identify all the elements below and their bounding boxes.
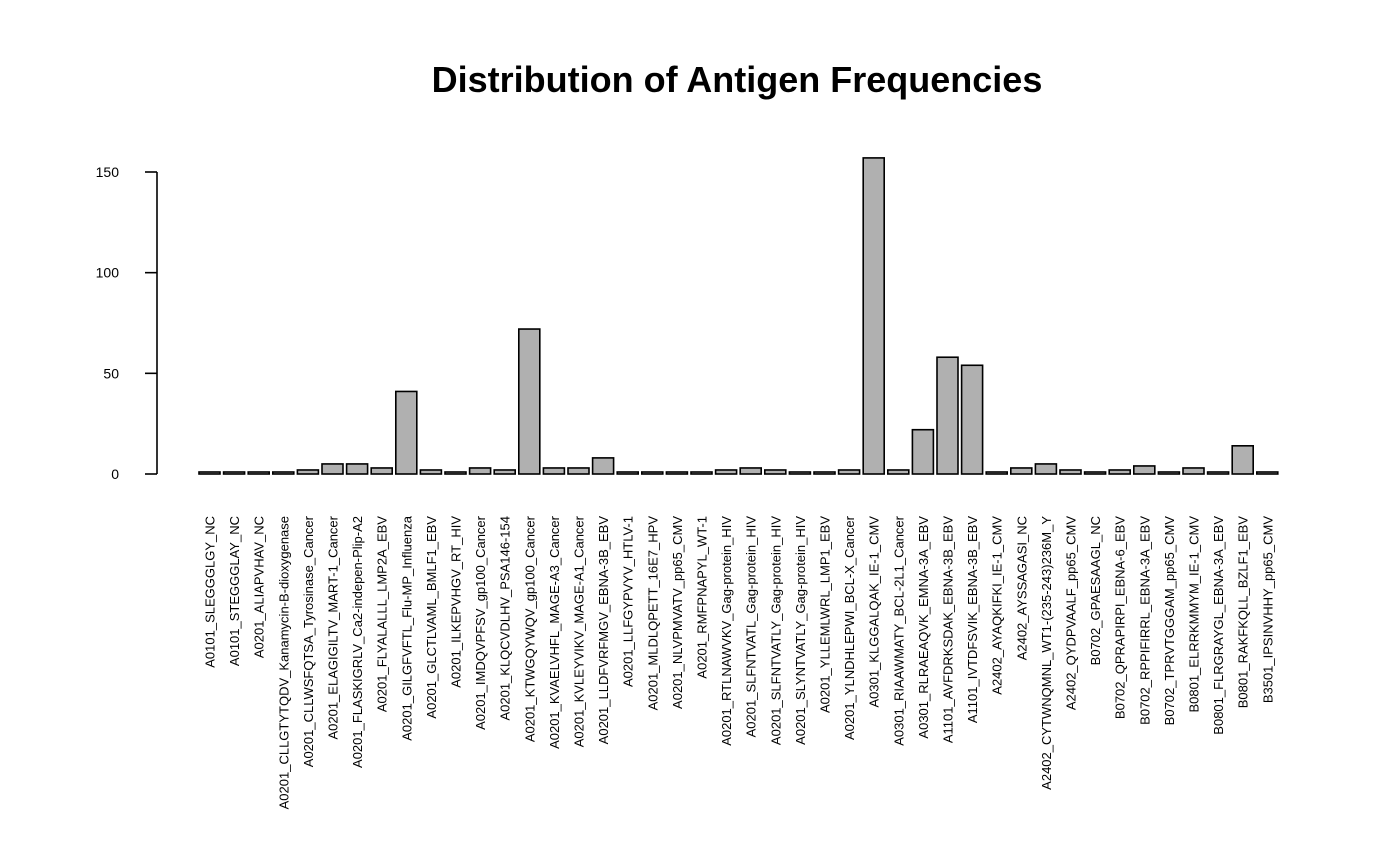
y-tick-label: 100 — [96, 265, 120, 281]
x-tick-label: A0301_KLGGALQAK_IE-1_CMV — [867, 516, 882, 708]
bar — [1206, 471, 1230, 475]
x-tick-label: B0702_QPRAPIRPI_EBNA-6_EBV — [1113, 516, 1128, 719]
bar — [567, 467, 590, 475]
bar — [1009, 467, 1033, 475]
bar — [468, 467, 492, 475]
bar — [788, 471, 812, 475]
bar — [813, 471, 836, 475]
bar — [665, 471, 689, 475]
y-axis: 0 50 100 150 — [96, 164, 158, 482]
bar — [394, 390, 418, 475]
bars — [198, 157, 1279, 475]
bar — [419, 469, 443, 475]
x-tick-label: B0801_RAKFKQLL_BZLF1_EBV — [1236, 516, 1251, 709]
x-tick-label: A0201_RMFPNAPYL_WT-1 — [695, 516, 710, 679]
x-tick-label: A0201_NLVPMVATV_pp65_CMV — [670, 516, 685, 709]
x-tick-label: A0201_YLLEMLWRL_LMP1_EBV — [818, 516, 833, 713]
bar — [296, 469, 320, 475]
chart-title: Distribution of Antigen Frequencies — [432, 59, 1043, 100]
x-tick-label: A1101_IVTDFSVIK_EBNA-3B_EBV — [965, 516, 980, 723]
bar — [321, 463, 344, 475]
x-tick-label: A0201_YLNDHLEPWI_BCL-X_Cancer — [842, 515, 857, 740]
x-tick-label: A0101_SLEGGGLGY_NC — [203, 516, 218, 668]
bar — [517, 328, 541, 475]
bar — [985, 471, 1009, 475]
bar — [271, 471, 295, 475]
bar — [1231, 445, 1254, 475]
bar — [862, 157, 886, 475]
x-tick-label: A0101_STEGGGLAY_NC — [227, 516, 242, 666]
bar — [886, 469, 910, 475]
x-tick-label: A0201_GILGFVFTL_Flu-MP_Influenza — [399, 515, 414, 740]
x-tick-label: A2402_QYDPVAALF_pp65_CMV — [1064, 516, 1079, 710]
x-tick-label: A0201_RTLNAWVKV_Gag-protein_HIV — [719, 516, 734, 746]
bar — [247, 471, 270, 475]
bar — [616, 471, 640, 475]
x-tick-label: A0201_KVLEYVIKV_MAGE-A1_Cancer — [572, 515, 587, 747]
x-tick-label: B0801_FLRGRAYGL_EBNA-3A_EBV — [1211, 516, 1226, 735]
x-tick-label: A0201_IMDQVPFSV_gp100_Cancer — [473, 515, 488, 730]
bar — [1133, 465, 1156, 475]
bar — [1059, 469, 1082, 475]
bar — [198, 471, 221, 475]
x-tick-label: B3501_IPSINVHHY_pp65_CMV — [1260, 516, 1275, 703]
x-tick-label: A2402_AYAQKIFKI_IE-1_CMV — [990, 516, 1005, 695]
bar — [640, 471, 664, 475]
x-tick-label: A0201_CLLGTYTQDV_Kanamycin-B-dioxygenase — [276, 516, 291, 809]
bar — [1108, 469, 1131, 475]
x-tick-label: A0301_RIAAWMATY_BCL-2L1_Cancer — [891, 515, 906, 745]
x-tick-label: A0201_GLCTLVAML_BMLF1_EBV — [424, 516, 439, 719]
y-tick-label: 150 — [96, 164, 120, 180]
bar — [690, 471, 713, 475]
x-tick-label: A0201_SLYNTVATLY_Gag-protein_HIV — [793, 516, 808, 745]
x-tick-label: B0702_RPPIFIRRL_EBNA-3A_EBV — [1137, 516, 1152, 725]
x-tick-label: A0201_SLFNTVATLY_Gag-protein_HIV — [768, 516, 783, 745]
x-tick-label: A0201_KTWGQYWQV_gp100_Cancer — [522, 515, 537, 742]
x-tick-label: B0702_GPAESAAGL_NC — [1088, 516, 1103, 665]
bar — [911, 428, 935, 475]
x-tick-label: A2402_CYTWNQMNL_WT1-(235-243)236M_Y — [1039, 516, 1054, 790]
x-tick-label: A0201_ALIAPVHAV_NC — [252, 516, 267, 658]
x-tick-label: A0201_KLQCVDLHV_PSA146-154 — [498, 516, 513, 721]
bar — [1034, 463, 1058, 475]
bar — [1256, 471, 1279, 475]
x-axis-labels: A0101_SLEGGGLGY_NC A0101_STEGGGLAY_NC A020… — [203, 515, 1276, 809]
bar — [444, 471, 467, 475]
x-tick-label: A0201_SLFNTVATL_Gag-protein_HIV — [744, 516, 759, 738]
bar — [591, 457, 615, 475]
bar — [1182, 467, 1205, 475]
x-tick-label: A0201_FLASKIGRLV_Ca2-indepen-Plip-A2 — [350, 516, 365, 768]
bar — [345, 463, 369, 475]
y-tick-label: 0 — [111, 466, 119, 482]
x-tick-label: A0201_FLYALALLL_LMP2A_EBV — [375, 516, 390, 712]
bar — [370, 467, 394, 475]
bar — [837, 469, 861, 475]
bar — [960, 364, 984, 475]
bar — [1083, 471, 1107, 475]
x-tick-label: A1101_AVFDRKSDAK_EBNA-3B_EBV — [941, 516, 956, 743]
x-tick-label: A2402_AYSSAGASI_NC — [1014, 516, 1029, 660]
x-tick-label: A0201_MLDLQPETT_16E7_HPV — [645, 516, 660, 711]
bar — [542, 467, 566, 475]
x-tick-label: A0201_ELAGIGILTV_MART-1_Cancer — [326, 515, 341, 739]
x-tick-label: B0702_TPRVTGGGAM_pp65_CMV — [1162, 516, 1177, 726]
x-tick-label: B0801_ELRRKMMYM_IE-1_CMV — [1187, 516, 1202, 713]
bar — [936, 356, 959, 475]
x-tick-label: A0201_CLLWSFQTSA_Tyrosinase_Cancer — [301, 515, 316, 767]
bar — [739, 467, 763, 475]
bar — [493, 469, 517, 475]
bar — [763, 469, 787, 475]
y-tick-label: 50 — [103, 365, 119, 381]
x-tick-label: A0201_LLFGYPVYV_HTLV-1 — [621, 516, 636, 687]
x-tick-label: A0201_LLDFVRFMGV_EBNA-3B_EBV — [596, 516, 611, 745]
x-tick-label: A0201_KVAELVHFL_MAGE-A3_Cancer — [547, 515, 562, 749]
bar — [222, 471, 246, 475]
x-tick-label: A0201_ILKEPVHGV_RT_HIV — [449, 516, 464, 688]
bar — [714, 469, 738, 475]
x-tick-label: A0301_RLRAEAQVK_EMNA-3A_EBV — [916, 516, 931, 739]
bar — [1157, 471, 1181, 475]
